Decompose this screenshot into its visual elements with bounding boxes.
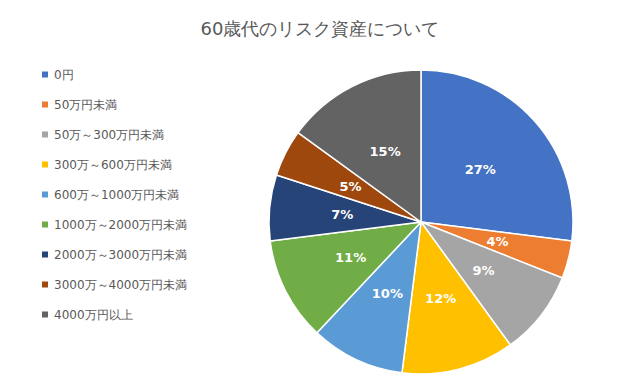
svg-text:4%: 4%	[486, 234, 508, 249]
svg-text:5%: 5%	[340, 179, 362, 194]
svg-text:0円: 0円	[54, 68, 74, 82]
svg-text:12%: 12%	[425, 291, 456, 306]
svg-text:4000万円以上: 4000万円以上	[54, 308, 133, 322]
svg-text:9%: 9%	[472, 263, 494, 278]
svg-text:27%: 27%	[465, 162, 496, 177]
svg-text:3000万～4000万円未満: 3000万～4000万円未満	[54, 278, 187, 292]
svg-text:600万～1000万円未満: 600万～1000万円未満	[54, 188, 179, 202]
svg-text:300万～600万円未満: 300万～600万円未満	[54, 158, 172, 172]
svg-text:10%: 10%	[372, 286, 403, 301]
svg-text:50万～300万円未満: 50万～300万円未満	[54, 128, 164, 142]
svg-text:2000万～3000万円未満: 2000万～3000万円未満	[54, 248, 187, 262]
svg-text:11%: 11%	[335, 250, 366, 265]
svg-text:50万円未満: 50万円未満	[54, 98, 117, 112]
svg-text:1000万～2000万円未満: 1000万～2000万円未満	[54, 218, 187, 232]
svg-text:60歳代のリスク資産について: 60歳代のリスク資産について	[201, 18, 440, 39]
svg-text:7%: 7%	[331, 207, 353, 222]
svg-text:15%: 15%	[370, 144, 401, 159]
